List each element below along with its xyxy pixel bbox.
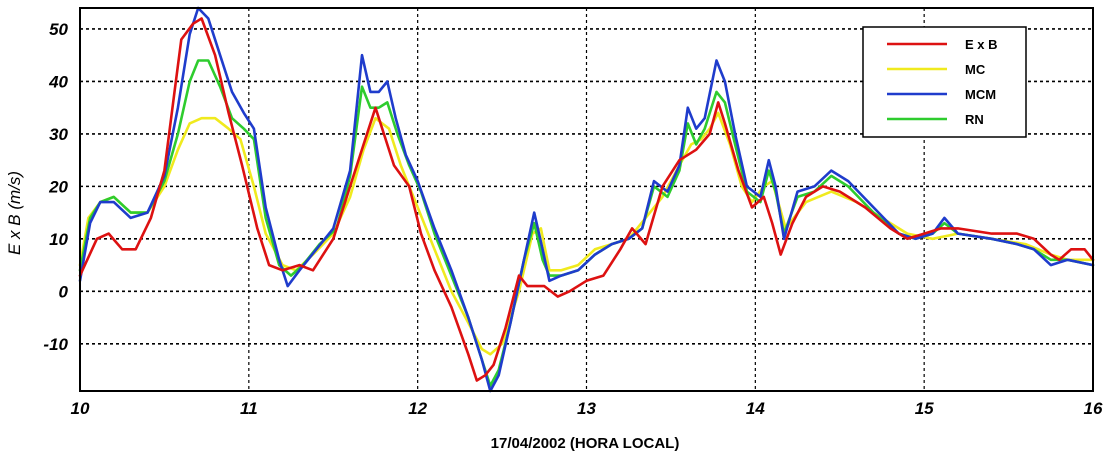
y-tick-label: 10 (49, 230, 68, 249)
x-axis-label: 17/04/2002 (HORA LOCAL) (491, 435, 680, 452)
y-tick-label: -10 (43, 335, 68, 354)
legend-label: MC (965, 62, 986, 77)
series-line-rn (78, 59, 1095, 388)
x-tick-label: 15 (915, 399, 934, 418)
x-tick-label: 14 (746, 399, 765, 418)
y-tick-label: 40 (48, 72, 68, 91)
y-tick-label: 20 (48, 177, 68, 196)
x-tick-label: 11 (240, 399, 258, 418)
series-line-e-x-b (78, 17, 1095, 382)
x-tick-label: 12 (408, 399, 427, 418)
legend-label: MCM (965, 87, 996, 102)
series-line-mc (78, 111, 1095, 356)
legend-label: E x B (965, 37, 998, 52)
tick-labels: -10 0 10 20 30 40 50 10 11 12 13 14 15 16 (43, 20, 1103, 418)
series-lines (78, 6, 1095, 393)
legend-label: RN (965, 112, 984, 127)
x-tick-label: 13 (577, 399, 596, 418)
y-tick-label: 30 (49, 125, 68, 144)
plot-frame (79, 7, 1094, 392)
legend: E x B MC MCM RN (862, 26, 1027, 138)
series-line-mcm (78, 6, 1095, 393)
x-tick-label: 10 (71, 399, 90, 418)
grid (80, 8, 1093, 391)
y-tick-label: 50 (49, 20, 68, 39)
y-axis-label: E x B (m/s) (5, 171, 24, 255)
y-tick-label: 0 (59, 282, 69, 301)
x-tick-label: 16 (1084, 399, 1103, 418)
